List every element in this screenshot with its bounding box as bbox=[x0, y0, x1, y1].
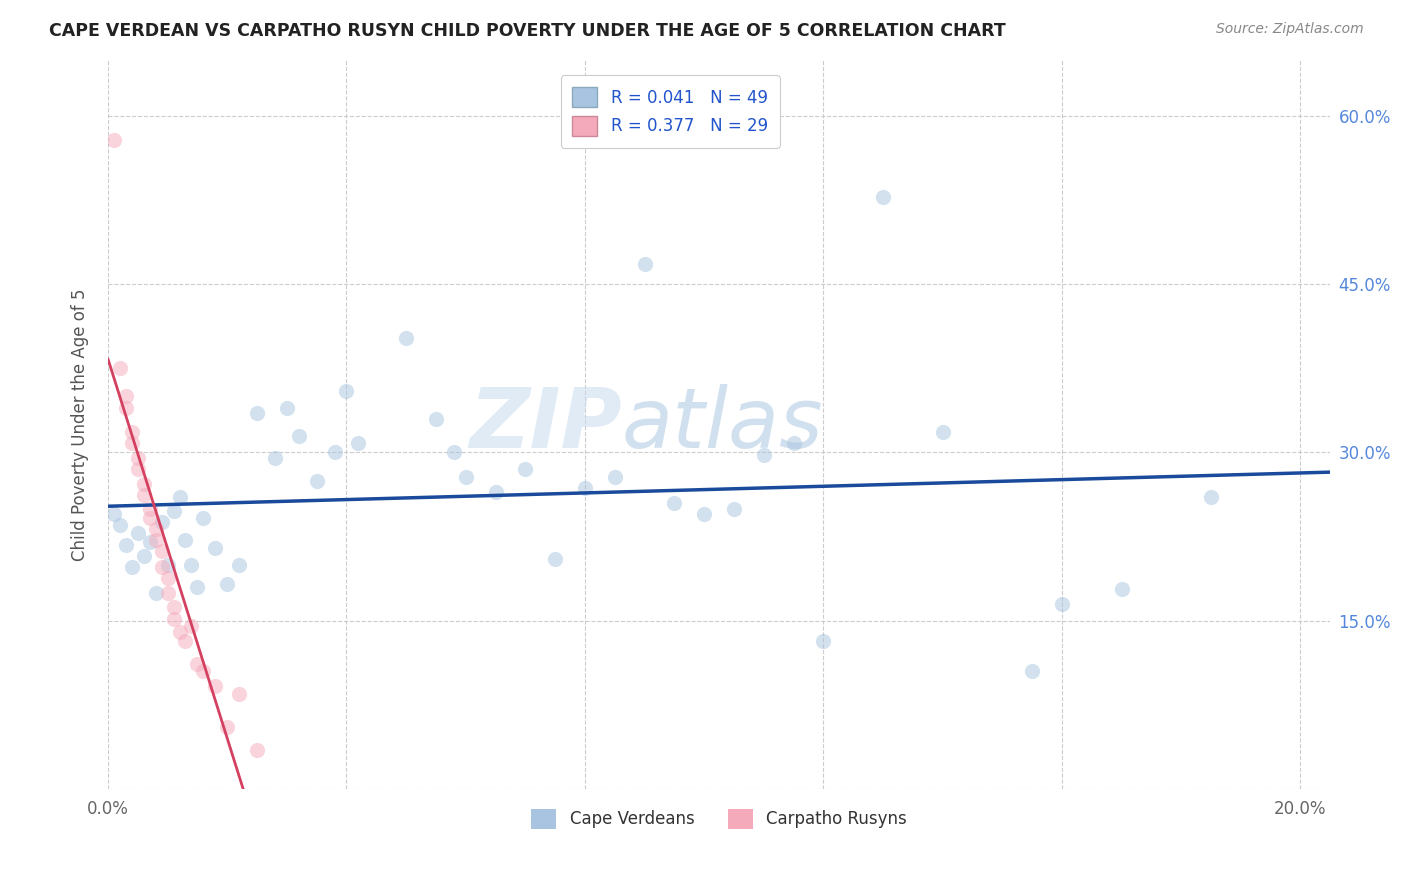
Point bbox=[186, 657, 208, 671]
Point bbox=[287, 428, 309, 442]
Point bbox=[782, 436, 804, 450]
Point bbox=[484, 484, 506, 499]
Point bbox=[204, 679, 226, 693]
Point bbox=[169, 491, 191, 505]
Point bbox=[138, 510, 160, 524]
Point bbox=[121, 436, 143, 450]
Point bbox=[246, 406, 269, 420]
Point bbox=[276, 401, 298, 415]
Point bbox=[1111, 582, 1133, 597]
Point bbox=[335, 384, 357, 398]
Point bbox=[633, 257, 655, 271]
Point bbox=[121, 425, 143, 440]
Point bbox=[156, 571, 179, 585]
Text: Source: ZipAtlas.com: Source: ZipAtlas.com bbox=[1216, 22, 1364, 37]
Y-axis label: Child Poverty Under the Age of 5: Child Poverty Under the Age of 5 bbox=[72, 288, 89, 561]
Point bbox=[305, 474, 328, 488]
Point bbox=[723, 501, 745, 516]
Point bbox=[515, 462, 537, 476]
Point bbox=[664, 496, 686, 510]
Point bbox=[204, 541, 226, 555]
Text: atlas: atlas bbox=[621, 384, 823, 465]
Point bbox=[174, 634, 197, 648]
Point bbox=[544, 552, 567, 566]
Point bbox=[193, 665, 215, 679]
Point bbox=[228, 687, 250, 701]
Point bbox=[217, 721, 239, 735]
Point bbox=[603, 470, 626, 484]
Point bbox=[347, 436, 370, 450]
Point bbox=[443, 445, 465, 459]
Point bbox=[115, 537, 138, 551]
Point bbox=[103, 507, 125, 521]
Point bbox=[693, 507, 716, 521]
Point bbox=[127, 462, 149, 476]
Point bbox=[169, 625, 191, 640]
Point bbox=[145, 522, 167, 536]
Point bbox=[1199, 491, 1222, 505]
Point bbox=[145, 533, 167, 547]
Point bbox=[931, 425, 953, 440]
Point bbox=[193, 510, 215, 524]
Point bbox=[138, 501, 160, 516]
Point bbox=[121, 560, 143, 574]
Point bbox=[108, 361, 131, 376]
Point bbox=[752, 448, 775, 462]
Point bbox=[813, 634, 835, 648]
Point bbox=[1021, 665, 1043, 679]
Point bbox=[145, 586, 167, 600]
Point bbox=[174, 533, 197, 547]
Point bbox=[246, 743, 269, 757]
Point bbox=[574, 482, 596, 496]
Point bbox=[156, 586, 179, 600]
Point bbox=[180, 558, 202, 572]
Point bbox=[162, 600, 184, 615]
Point bbox=[162, 504, 184, 518]
Point bbox=[228, 558, 250, 572]
Point bbox=[323, 445, 346, 459]
Point bbox=[395, 331, 418, 345]
Point bbox=[132, 488, 155, 502]
Point bbox=[127, 451, 149, 466]
Point bbox=[264, 451, 287, 466]
Point bbox=[1050, 597, 1073, 611]
Point bbox=[162, 611, 184, 625]
Point bbox=[132, 476, 155, 491]
Point bbox=[132, 549, 155, 563]
Point bbox=[156, 558, 179, 572]
Point bbox=[425, 412, 447, 426]
Point bbox=[127, 526, 149, 541]
Point bbox=[150, 544, 173, 558]
Point bbox=[115, 389, 138, 403]
Point bbox=[115, 401, 138, 415]
Point bbox=[138, 535, 160, 549]
Point bbox=[217, 576, 239, 591]
Point bbox=[103, 133, 125, 147]
Legend: Cape Verdeans, Carpatho Rusyns: Cape Verdeans, Carpatho Rusyns bbox=[524, 802, 914, 836]
Text: CAPE VERDEAN VS CARPATHO RUSYN CHILD POVERTY UNDER THE AGE OF 5 CORRELATION CHAR: CAPE VERDEAN VS CARPATHO RUSYN CHILD POV… bbox=[49, 22, 1005, 40]
Point bbox=[150, 560, 173, 574]
Point bbox=[180, 619, 202, 633]
Point bbox=[872, 189, 894, 203]
Point bbox=[186, 580, 208, 594]
Point bbox=[150, 515, 173, 529]
Point bbox=[108, 518, 131, 533]
Text: ZIP: ZIP bbox=[468, 384, 621, 465]
Point bbox=[454, 470, 477, 484]
